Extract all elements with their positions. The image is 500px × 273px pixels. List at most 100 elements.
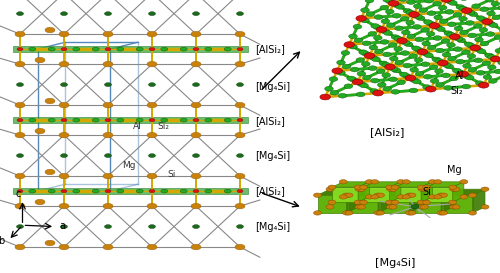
Circle shape xyxy=(456,5,464,9)
Circle shape xyxy=(388,43,397,47)
Circle shape xyxy=(384,64,396,70)
Polygon shape xyxy=(349,195,378,213)
Circle shape xyxy=(92,189,99,193)
Circle shape xyxy=(205,47,212,51)
Circle shape xyxy=(450,76,458,81)
Circle shape xyxy=(374,15,383,19)
Circle shape xyxy=(105,118,111,122)
Circle shape xyxy=(60,12,68,16)
Circle shape xyxy=(396,4,404,9)
Circle shape xyxy=(180,118,187,122)
Circle shape xyxy=(320,94,330,100)
Circle shape xyxy=(235,244,245,250)
Circle shape xyxy=(104,225,112,229)
Circle shape xyxy=(104,83,112,87)
Circle shape xyxy=(448,56,456,61)
Circle shape xyxy=(402,40,410,45)
Circle shape xyxy=(392,13,401,18)
Text: [AlSi₂]: [AlSi₂] xyxy=(370,127,404,137)
Circle shape xyxy=(35,57,45,63)
Circle shape xyxy=(421,28,430,32)
Circle shape xyxy=(358,205,366,209)
Circle shape xyxy=(494,35,500,40)
Circle shape xyxy=(61,189,67,193)
Circle shape xyxy=(402,74,411,78)
Circle shape xyxy=(386,185,394,189)
Circle shape xyxy=(434,58,444,63)
Circle shape xyxy=(429,65,438,70)
Polygon shape xyxy=(358,182,370,202)
Text: Al: Al xyxy=(132,123,141,131)
Circle shape xyxy=(406,0,416,4)
Circle shape xyxy=(386,200,394,204)
Circle shape xyxy=(390,56,398,61)
Circle shape xyxy=(398,0,407,1)
Circle shape xyxy=(15,61,25,67)
Circle shape xyxy=(342,211,350,215)
Polygon shape xyxy=(426,182,464,187)
Circle shape xyxy=(362,62,370,66)
Circle shape xyxy=(457,38,466,43)
Circle shape xyxy=(479,28,488,32)
Circle shape xyxy=(368,66,377,70)
Circle shape xyxy=(29,118,36,122)
Circle shape xyxy=(490,23,498,28)
Circle shape xyxy=(452,68,461,73)
Circle shape xyxy=(348,34,358,39)
Circle shape xyxy=(427,11,436,16)
Circle shape xyxy=(360,200,368,204)
Circle shape xyxy=(371,24,380,28)
Circle shape xyxy=(474,37,484,42)
Circle shape xyxy=(103,173,113,179)
Polygon shape xyxy=(318,189,359,195)
Circle shape xyxy=(161,47,168,51)
Circle shape xyxy=(15,102,25,108)
Circle shape xyxy=(414,58,423,63)
Circle shape xyxy=(394,47,402,51)
Circle shape xyxy=(191,61,201,67)
Circle shape xyxy=(419,8,428,13)
Circle shape xyxy=(105,48,111,51)
Polygon shape xyxy=(444,195,472,213)
Circle shape xyxy=(453,13,462,17)
Circle shape xyxy=(460,30,468,35)
Circle shape xyxy=(59,31,69,37)
Circle shape xyxy=(440,19,448,24)
Circle shape xyxy=(486,32,494,37)
Circle shape xyxy=(161,189,168,193)
Circle shape xyxy=(418,187,426,191)
Circle shape xyxy=(237,48,243,51)
Circle shape xyxy=(402,195,410,199)
Circle shape xyxy=(408,211,416,215)
Circle shape xyxy=(359,50,368,55)
Circle shape xyxy=(414,4,422,8)
Circle shape xyxy=(59,244,69,250)
Circle shape xyxy=(193,48,199,51)
Circle shape xyxy=(391,90,400,94)
Circle shape xyxy=(104,154,112,158)
Circle shape xyxy=(458,16,468,21)
Circle shape xyxy=(448,1,457,5)
Circle shape xyxy=(445,10,454,14)
Circle shape xyxy=(386,9,394,14)
Circle shape xyxy=(356,58,364,63)
Circle shape xyxy=(338,93,347,98)
Circle shape xyxy=(428,195,436,199)
Polygon shape xyxy=(452,182,464,202)
Circle shape xyxy=(352,79,363,85)
Circle shape xyxy=(362,41,371,46)
Circle shape xyxy=(366,180,374,184)
Text: [AlSi₂]: [AlSi₂] xyxy=(255,44,285,54)
Circle shape xyxy=(436,82,444,87)
Circle shape xyxy=(350,78,358,82)
Circle shape xyxy=(396,38,407,44)
Circle shape xyxy=(29,47,36,51)
Circle shape xyxy=(342,64,351,69)
Polygon shape xyxy=(346,189,359,213)
Circle shape xyxy=(191,173,201,179)
Circle shape xyxy=(464,42,473,47)
Circle shape xyxy=(406,211,413,215)
Circle shape xyxy=(460,0,468,1)
Circle shape xyxy=(48,189,55,193)
Polygon shape xyxy=(380,189,422,195)
